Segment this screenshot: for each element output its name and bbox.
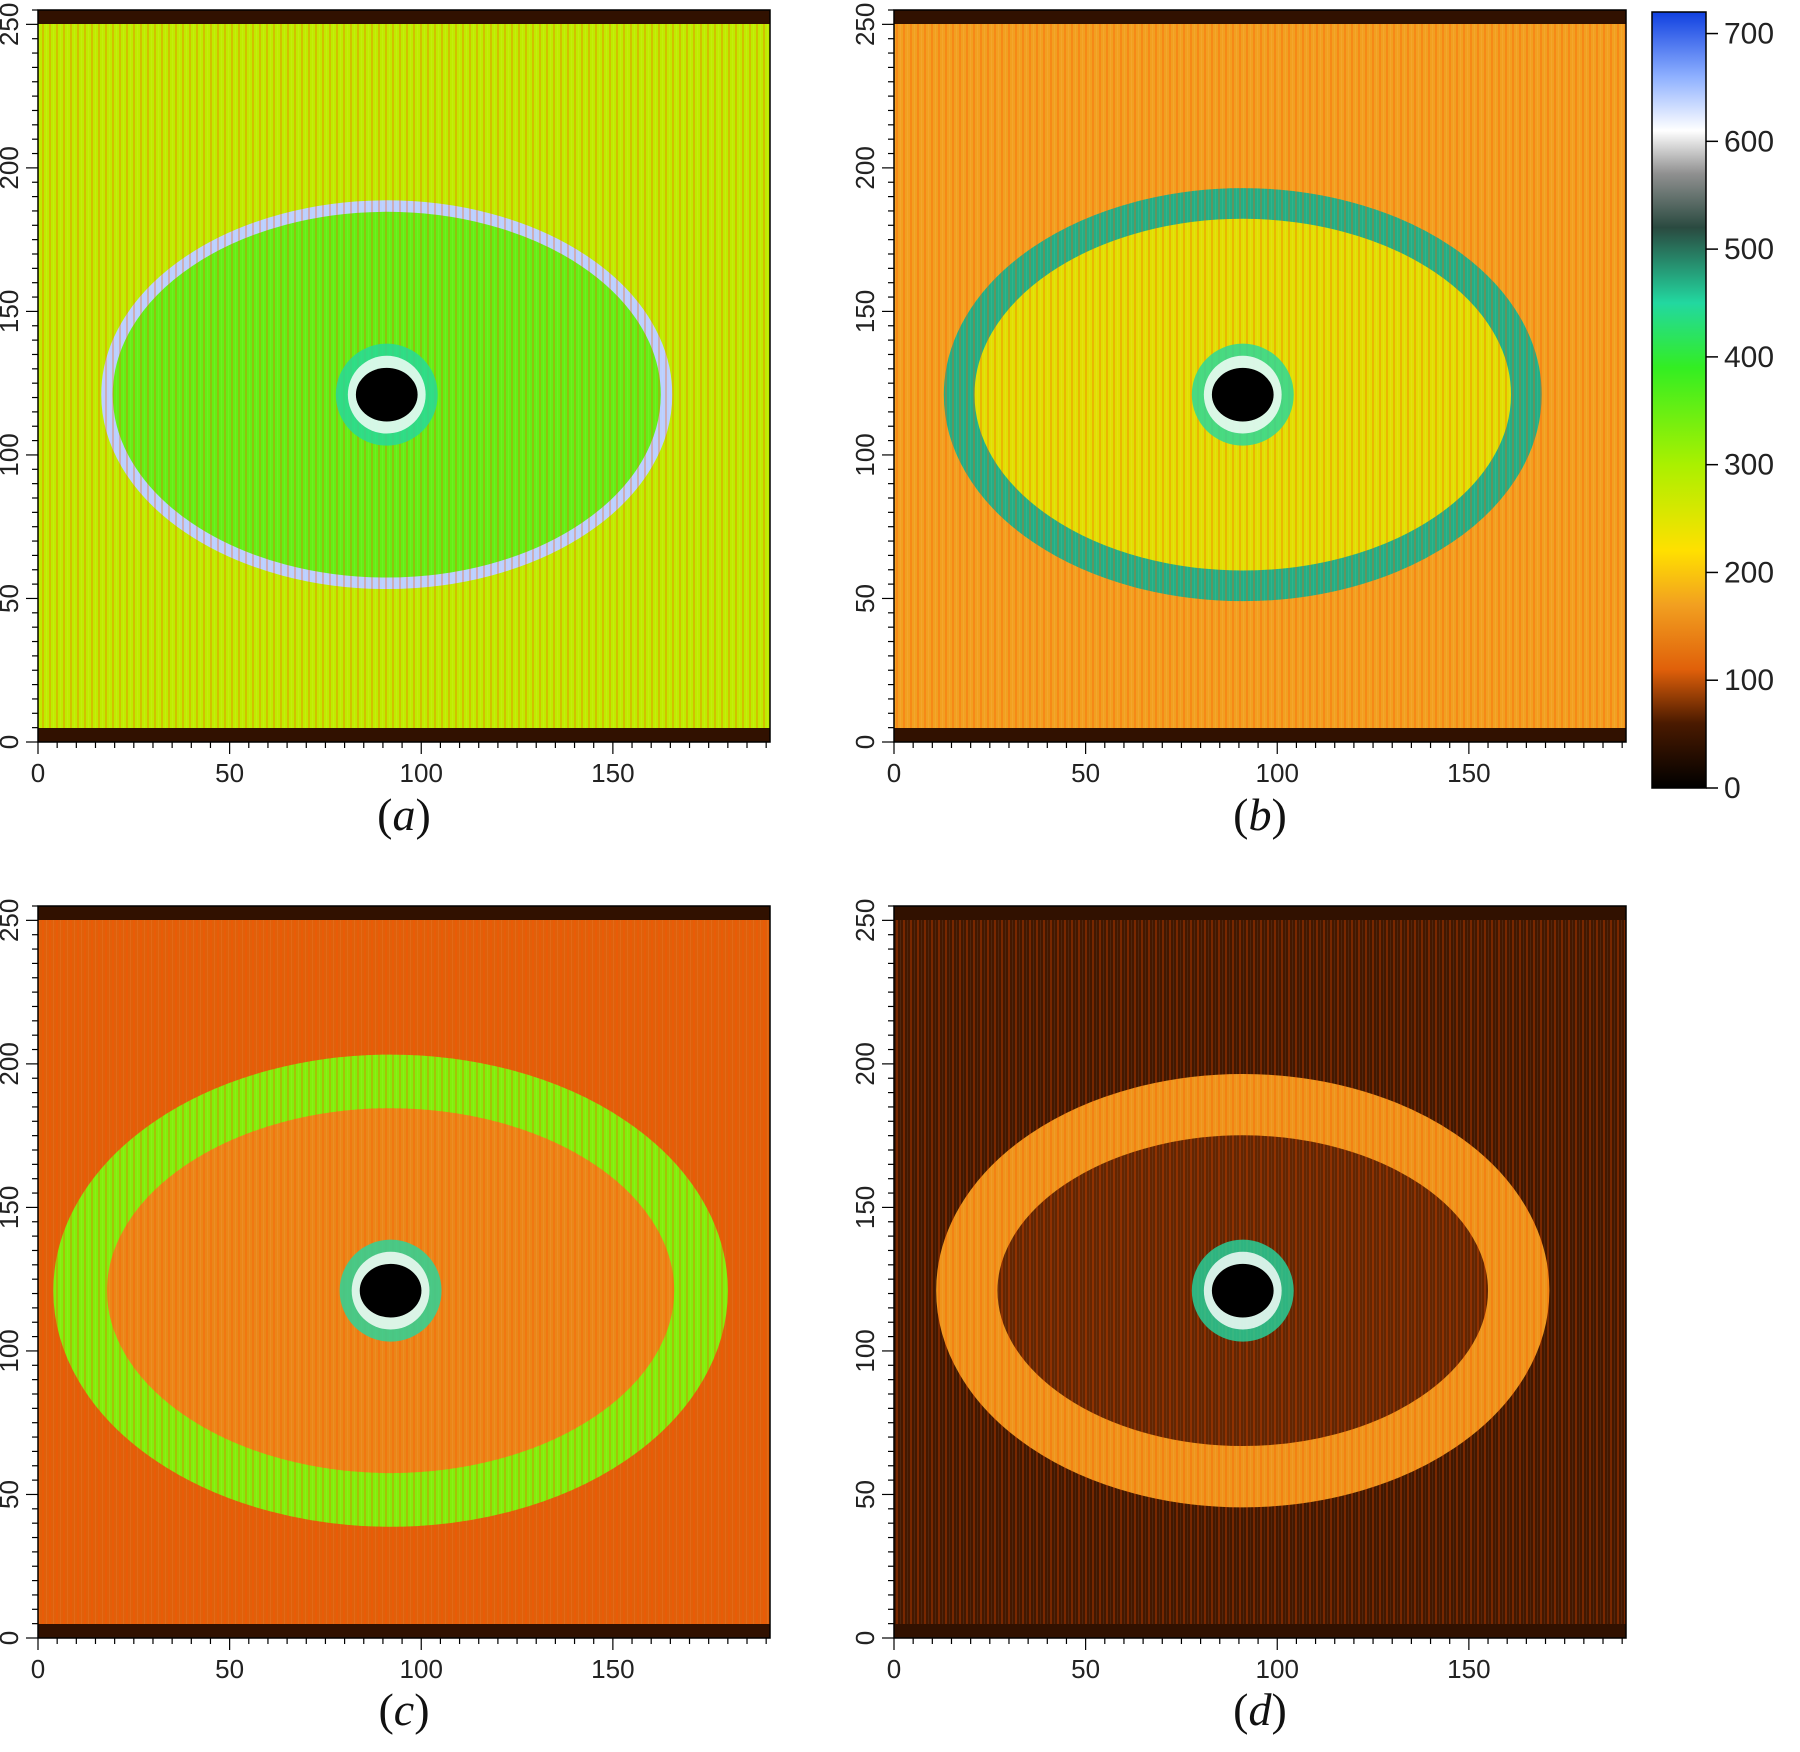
panel-caption-letter: a bbox=[393, 789, 416, 840]
panel-d: 0 50 100 150 0 50 100 150 200 250 (d) bbox=[850, 899, 1627, 1735]
plot-frame bbox=[37, 9, 771, 743]
colorbar: 0 100 200 300 400 500 600 700 bbox=[1651, 11, 1774, 805]
beamstop bbox=[1211, 1263, 1274, 1318]
y-tick-label: 50 bbox=[850, 1480, 880, 1509]
beamstop bbox=[359, 1263, 422, 1318]
heatmap-a bbox=[38, 10, 770, 742]
y-tick-label: 0 bbox=[850, 1631, 880, 1645]
plot-frame bbox=[37, 905, 771, 1639]
y-tick-label: 100 bbox=[850, 1329, 880, 1372]
edge-band-top bbox=[38, 10, 770, 24]
x-tick-label: 0 bbox=[887, 758, 901, 788]
colorbar-gradient bbox=[1651, 11, 1707, 789]
y-tick-label: 0 bbox=[0, 1631, 24, 1645]
x-tick-label: 100 bbox=[1256, 1654, 1299, 1684]
y-tick-label: 0 bbox=[850, 735, 880, 749]
x-tick-label: 50 bbox=[215, 758, 244, 788]
y-tick-label: 50 bbox=[0, 1480, 24, 1509]
y-tick-label: 250 bbox=[0, 899, 24, 942]
colorbar-tick-label: 0 bbox=[1724, 772, 1741, 805]
edge-band-bottom bbox=[38, 728, 770, 742]
edge-band-bottom bbox=[38, 1624, 770, 1638]
x-tick-label: 50 bbox=[215, 1654, 244, 1684]
x-tick-label: 150 bbox=[1447, 758, 1490, 788]
panel-caption-letter: b bbox=[1249, 789, 1272, 840]
y-tick-label: 250 bbox=[0, 3, 24, 46]
y-tick-label: 100 bbox=[0, 433, 24, 476]
x-tick-label: 0 bbox=[887, 1654, 901, 1684]
x-tick-label: 0 bbox=[31, 1654, 45, 1684]
x-tick-label: 150 bbox=[591, 1654, 634, 1684]
edge-band-bottom bbox=[894, 1624, 1626, 1638]
y-tick-label: 150 bbox=[850, 290, 880, 333]
colorbar-tick-label: 700 bbox=[1724, 18, 1774, 51]
x-tick-label: 0 bbox=[31, 758, 45, 788]
y-tick-label: 150 bbox=[0, 290, 24, 333]
x-tick-label: 100 bbox=[1256, 758, 1299, 788]
colorbar-tick-label: 400 bbox=[1724, 341, 1774, 374]
y-tick-label: 200 bbox=[850, 146, 880, 189]
y-tick-label: 150 bbox=[0, 1186, 24, 1229]
y-tick-label: 250 bbox=[850, 899, 880, 942]
beamstop bbox=[355, 367, 418, 422]
edge-band-top bbox=[894, 10, 1626, 24]
panel-caption: (d) bbox=[1233, 1684, 1287, 1735]
y-tick-label: 200 bbox=[850, 1042, 880, 1085]
panel-b: 0 50 100 150 0 50 100 150 200 250 (b) bbox=[850, 3, 1627, 840]
y-tick-label: 0 bbox=[0, 735, 24, 749]
y-tick-label: 50 bbox=[0, 584, 24, 613]
heatmap-d bbox=[894, 906, 1626, 1638]
edge-band-bottom bbox=[894, 728, 1626, 742]
beamstop bbox=[1211, 367, 1274, 422]
heatmap-c bbox=[38, 906, 770, 1638]
x-tick-label: 100 bbox=[400, 1654, 443, 1684]
colorbar-tick-label: 600 bbox=[1724, 125, 1774, 158]
y-tick-label: 250 bbox=[850, 3, 880, 46]
panel-caption: (c) bbox=[378, 1684, 429, 1735]
panel-a: 0 50 100 150 0 50 100 150 200 250 (a) bbox=[0, 3, 771, 840]
x-tick-label: 100 bbox=[400, 758, 443, 788]
panel-caption-letter: c bbox=[394, 1684, 414, 1735]
colorbar-tick-label: 500 bbox=[1724, 233, 1774, 266]
edge-band-top bbox=[38, 906, 770, 920]
y-tick-label: 100 bbox=[0, 1329, 24, 1372]
plot-frame bbox=[893, 9, 1627, 743]
colorbar-tick-label: 100 bbox=[1724, 664, 1774, 697]
panels-layer: 0 50 100 150 0 50 100 150 200 250 (a) 0 50 100 150 0 50 1… bbox=[0, 3, 1627, 1735]
y-tick-label: 50 bbox=[850, 584, 880, 613]
x-tick-label: 150 bbox=[591, 758, 634, 788]
colorbar-tick-label: 200 bbox=[1724, 556, 1774, 589]
y-tick-label: 200 bbox=[0, 1042, 24, 1085]
x-tick-label: 50 bbox=[1071, 1654, 1100, 1684]
panel-c: 0 50 100 150 0 50 100 150 200 250 (c) bbox=[0, 899, 771, 1735]
x-tick-label: 50 bbox=[1071, 758, 1100, 788]
panel-caption: (b) bbox=[1233, 789, 1287, 840]
y-tick-label: 100 bbox=[850, 433, 880, 476]
colorbar-tick-label: 300 bbox=[1724, 449, 1774, 482]
edge-band-top bbox=[894, 906, 1626, 920]
y-tick-label: 200 bbox=[0, 146, 24, 189]
heatmap-b bbox=[894, 10, 1626, 742]
panel-caption-letter: d bbox=[1249, 1684, 1273, 1735]
y-tick-label: 150 bbox=[850, 1186, 880, 1229]
plot-frame bbox=[893, 905, 1627, 1639]
panel-caption: (a) bbox=[377, 789, 431, 840]
x-tick-label: 150 bbox=[1447, 1654, 1490, 1684]
